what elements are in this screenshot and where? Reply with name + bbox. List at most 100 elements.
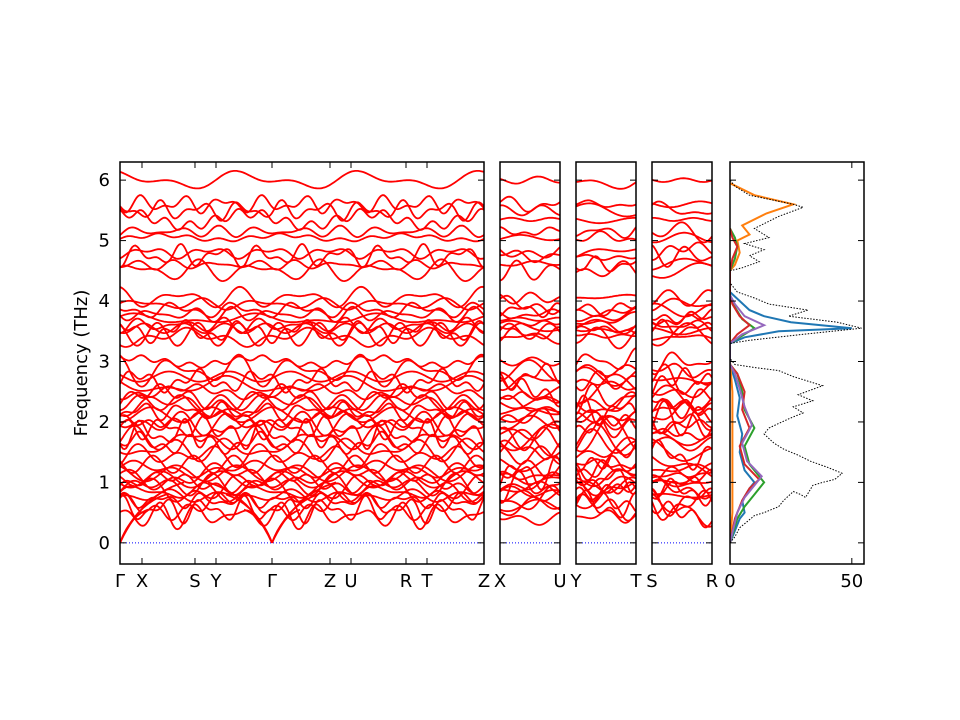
dos-x-tick-label: 0: [724, 571, 735, 592]
y-tick-label: 3: [99, 351, 110, 372]
phonon-branch: [500, 359, 560, 382]
phonon-branch: [576, 326, 636, 350]
phonon-branch: [500, 291, 560, 305]
phonon-branch: [120, 326, 484, 348]
phonon-branch: [576, 325, 636, 333]
band-lines: [120, 170, 484, 544]
phonon-branch: [120, 424, 484, 451]
x-tick-label: Z: [478, 571, 490, 592]
y-tick-label: 1: [99, 472, 110, 493]
phonon-branch: [120, 259, 484, 271]
phonon-branch: [120, 501, 484, 531]
phonon-branch: [500, 420, 560, 441]
partial-dos-curve: [730, 294, 767, 544]
partial-dos-curve: [730, 182, 797, 543]
phonon-branch: [500, 226, 560, 236]
dos-panel: 0 50: [724, 161, 865, 592]
phonon-branch: [652, 463, 712, 473]
phonon-branch: [120, 494, 484, 525]
phonon-branch: [500, 470, 560, 504]
phonon-branch: [652, 241, 712, 261]
phonon-branch: [500, 407, 560, 430]
phonon-branch: [120, 471, 484, 495]
phonon-branch: [120, 354, 484, 369]
panel-frame: [651, 161, 713, 565]
phonon-branch: [576, 410, 636, 424]
x-tick-label: X: [136, 571, 148, 592]
phonon-branch: [576, 253, 636, 261]
phonon-branch: [652, 475, 712, 497]
phonon-branch: [500, 426, 560, 452]
phonon-branch: [500, 471, 560, 491]
phonon-branch: [120, 242, 484, 269]
phonon-branch: [652, 318, 712, 336]
phonon-branch: [652, 257, 712, 271]
phonon-branch: [120, 353, 484, 388]
phonon-branch: [500, 480, 560, 497]
phonon-branch: [500, 322, 560, 340]
dos-x-tick-label: 50: [840, 571, 863, 592]
phonon-branch: [576, 459, 636, 482]
panel-frame: [575, 161, 637, 565]
phonon-branch: [652, 489, 712, 521]
phonon-branch: [576, 248, 636, 258]
phonon-branch: [576, 230, 636, 242]
x-tick-label: Y: [209, 571, 222, 592]
y-tick-label: 4: [99, 291, 110, 312]
acoustic-branch: [120, 481, 185, 544]
phonon-branch: [652, 200, 712, 215]
phonon-branch: [500, 362, 560, 392]
phonon-branch: [576, 411, 636, 439]
phonon-branch: [120, 297, 484, 311]
phonon-branch: [120, 417, 484, 451]
phonon-branch: [500, 395, 560, 410]
phonon-branch: [500, 195, 560, 213]
phonon-branch: [500, 319, 560, 330]
phonon-branch: [120, 312, 484, 324]
phonon-branch: [652, 401, 712, 432]
phonon-branch: [652, 231, 712, 244]
phonon-branch: [576, 311, 636, 328]
y-axis-label: Frequency (THz): [71, 290, 92, 437]
phonon-branch: [652, 327, 712, 336]
x-tick-label: Γ: [115, 571, 125, 592]
phonon-branch: [576, 442, 636, 473]
phonon-branch: [500, 175, 560, 185]
phonon-branch: [576, 421, 636, 456]
phonon-branch: [652, 382, 712, 399]
x-tick-label: R: [706, 571, 719, 592]
phonon-branch: [652, 384, 712, 412]
phonon-branch: [120, 170, 484, 190]
phonon-branch: [500, 496, 560, 517]
phonon-branch: [120, 207, 484, 231]
phonon-branch: [576, 347, 636, 371]
phonon-branch: [652, 366, 712, 395]
phonon-branch: [576, 466, 636, 495]
phonon-branch: [652, 262, 712, 279]
phonon-branch: [120, 410, 484, 437]
phonon-branch: [652, 322, 712, 347]
dos-frame: [729, 161, 865, 565]
phonon-branch: [120, 199, 484, 222]
x-tick-label: Γ: [267, 571, 277, 592]
phonon-branch: [120, 316, 484, 335]
phonon-branch: [576, 436, 636, 459]
x-tick-label: Z: [324, 571, 336, 592]
phonon-branch: [120, 462, 484, 491]
phonon-branch: [500, 294, 560, 316]
phonon-branch: [576, 226, 636, 239]
phonon-branch: [120, 370, 484, 383]
phonon-branch: [500, 319, 560, 333]
phonon-branch: [120, 258, 484, 283]
phonon-branch: [576, 382, 636, 416]
phonon-branch: [652, 221, 712, 244]
band-lines: [576, 179, 636, 544]
phonon-branch: [120, 248, 484, 260]
partial-dos-curve: [730, 291, 852, 544]
phonon-branch: [576, 428, 636, 454]
phonon-branch: [120, 415, 484, 441]
phonon-branch: [500, 414, 560, 430]
phonon-branch: [576, 302, 636, 317]
phonon-branch: [500, 394, 560, 415]
